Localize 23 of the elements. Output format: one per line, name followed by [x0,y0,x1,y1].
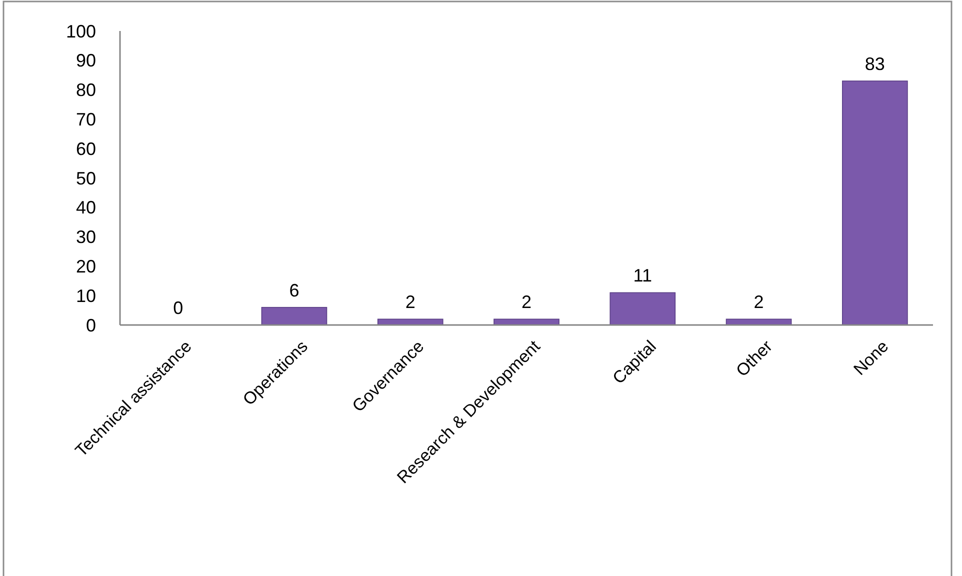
y-tick-label: 100 [66,21,96,42]
data-label: 6 [289,280,300,300]
y-tick-label: 30 [76,227,96,248]
y-tick-label: 0 [86,315,96,336]
y-tick-label: 10 [76,286,96,306]
data-label: 2 [521,292,532,312]
bar [842,80,908,326]
y-tick-label: 50 [76,168,96,188]
y-tick-label: 20 [76,256,96,276]
y-tick-label: 80 [76,80,96,100]
data-label: 2 [405,292,416,312]
bar [261,306,328,326]
data-label: 0 [173,298,184,318]
y-tick-label: 60 [76,138,96,159]
data-label: 2 [754,292,764,312]
data-label: 83 [864,54,885,74]
bar [610,292,676,326]
y-tick-label: 70 [76,110,96,130]
bar [494,318,560,326]
y-tick-label: 40 [76,198,96,218]
data-label: 11 [633,266,652,286]
bar [377,318,444,326]
y-tick-label: 90 [76,50,96,71]
